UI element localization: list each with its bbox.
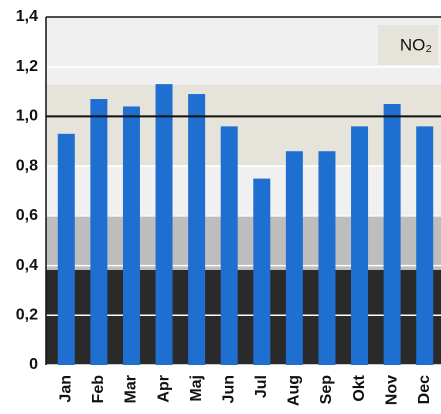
plot-band xyxy=(46,270,441,365)
x-tick-label: Okt xyxy=(351,374,368,401)
y-tick-label: 0 xyxy=(29,356,38,373)
x-tick-label: Maj xyxy=(188,375,205,402)
y-tick-label: 0,4 xyxy=(16,257,38,274)
bar xyxy=(416,126,434,365)
legend-box xyxy=(378,25,438,65)
bar xyxy=(155,84,173,365)
y-tick-label: 1,0 xyxy=(16,108,38,125)
plot-band xyxy=(46,215,441,270)
bar xyxy=(220,126,238,365)
y-tick-label: 0,6 xyxy=(16,207,38,224)
bar xyxy=(318,151,336,365)
bar xyxy=(351,126,369,365)
bar xyxy=(285,151,303,365)
x-tick-label: Dec xyxy=(416,375,433,404)
x-tick-label: Sep xyxy=(318,375,335,405)
bar xyxy=(122,106,140,365)
bar xyxy=(253,178,271,365)
y-tick-label: 0,8 xyxy=(16,157,38,174)
x-tick-label: Jan xyxy=(58,375,75,403)
y-tick-label: 1,4 xyxy=(16,8,38,25)
y-tick-label: 0,2 xyxy=(16,307,38,324)
legend-label: NO₂ xyxy=(400,35,432,54)
x-tick-label: Jun xyxy=(220,375,237,403)
x-tick-label: Aug xyxy=(286,375,303,406)
bar xyxy=(383,104,401,365)
x-tick-label: Feb xyxy=(90,375,107,404)
bar xyxy=(57,133,75,365)
bar xyxy=(188,94,206,366)
x-tick-label: Apr xyxy=(155,375,172,403)
x-tick-label: Jul xyxy=(253,375,270,398)
x-tick-label: Nov xyxy=(383,375,400,405)
x-tick-label: Mar xyxy=(123,375,140,403)
bar xyxy=(90,99,108,366)
plot-band xyxy=(46,85,441,165)
y-tick-label: 1,2 xyxy=(16,58,38,75)
